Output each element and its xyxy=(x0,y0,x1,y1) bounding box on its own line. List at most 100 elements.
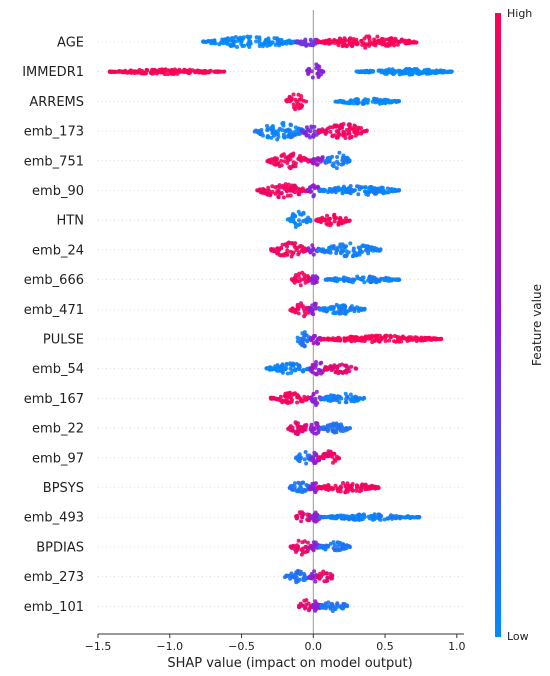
shap-point xyxy=(260,190,265,195)
shap-point xyxy=(302,218,307,223)
shap-point xyxy=(301,307,306,312)
shap-point xyxy=(122,69,127,74)
shap-point xyxy=(326,600,331,605)
shap-point xyxy=(308,487,313,492)
shap-point xyxy=(302,394,307,399)
shap-point xyxy=(355,184,359,189)
shap-point xyxy=(178,69,183,74)
shap-point xyxy=(344,514,348,519)
shap-point xyxy=(366,251,371,256)
shap-point xyxy=(359,38,364,43)
shap-point xyxy=(268,193,273,198)
shap-point xyxy=(316,247,321,252)
shap-point xyxy=(231,39,236,44)
shap-point xyxy=(374,515,379,520)
shap-point xyxy=(331,486,336,491)
shap-point xyxy=(340,44,345,48)
shap-point xyxy=(285,217,290,222)
shap-point xyxy=(398,514,403,519)
shap-point xyxy=(407,72,412,77)
shap-point xyxy=(341,186,346,191)
shap-point xyxy=(255,188,260,193)
shap-point xyxy=(360,306,365,311)
shap-point xyxy=(319,371,324,376)
shap-point xyxy=(290,134,294,139)
shap-point xyxy=(321,69,326,74)
feature-label: emb_24 xyxy=(32,243,84,258)
shap-point xyxy=(302,344,307,349)
shap-point xyxy=(367,34,371,39)
shap-point xyxy=(360,275,365,280)
shap-point xyxy=(330,454,335,459)
shap-point xyxy=(203,40,208,45)
shap-point xyxy=(318,571,323,576)
shap-point xyxy=(311,194,316,199)
shap-point xyxy=(291,102,296,107)
shap-point xyxy=(383,339,388,343)
shap-point xyxy=(344,487,349,492)
shap-point xyxy=(315,162,320,167)
shap-point xyxy=(331,540,336,545)
feature-label: emb_173 xyxy=(24,125,84,140)
shap-point xyxy=(375,333,380,338)
shap-point xyxy=(348,241,353,246)
shap-point xyxy=(231,43,236,48)
shap-point xyxy=(300,248,305,253)
shap-point xyxy=(311,132,316,137)
shap-point xyxy=(302,488,307,493)
shap-point xyxy=(312,129,317,134)
shap-point xyxy=(335,39,340,44)
shap-point xyxy=(367,43,371,48)
shap-point xyxy=(337,394,342,399)
shap-point xyxy=(363,42,367,47)
shap-point xyxy=(354,488,359,493)
shap-point xyxy=(407,336,412,341)
shap-point xyxy=(347,426,352,431)
shap-point xyxy=(257,44,262,48)
shap-point xyxy=(292,575,297,580)
shap-point xyxy=(347,127,352,132)
shap-point xyxy=(296,538,301,543)
x-tick-label: −1.0 xyxy=(156,640,183,653)
shap-point xyxy=(334,428,339,433)
shap-point xyxy=(315,217,320,222)
shap-point xyxy=(309,159,314,163)
shap-point xyxy=(312,512,317,517)
shap-point xyxy=(414,515,419,519)
shap-point xyxy=(396,337,400,342)
feature-label: emb_666 xyxy=(24,273,84,288)
shap-point xyxy=(325,575,330,580)
shap-point xyxy=(296,252,301,257)
shap-point xyxy=(299,519,304,524)
shap-point xyxy=(386,516,390,521)
shap-point xyxy=(337,277,342,282)
shap-point xyxy=(344,276,349,281)
shap-point xyxy=(369,513,373,518)
shap-point xyxy=(216,69,221,74)
shap-point xyxy=(362,129,367,134)
x-tick-label: −1.5 xyxy=(85,640,112,653)
shap-point xyxy=(336,540,341,545)
x-tick-label: −0.5 xyxy=(228,640,255,653)
shap-point xyxy=(309,189,313,194)
shap-point xyxy=(388,335,393,340)
shap-point xyxy=(363,185,368,190)
shap-point xyxy=(150,68,155,73)
shap-point xyxy=(298,603,303,608)
shap-point xyxy=(336,456,341,461)
shap-point xyxy=(404,67,409,72)
shap-point xyxy=(165,72,170,77)
shap-point xyxy=(294,39,299,44)
shap-point xyxy=(324,485,329,490)
shap-point xyxy=(318,216,323,221)
shap-point xyxy=(241,35,246,40)
shap-point xyxy=(316,485,321,490)
shap-point xyxy=(380,185,385,190)
shap-point xyxy=(335,155,340,159)
shap-point xyxy=(330,576,335,581)
feature-label: emb_493 xyxy=(24,511,84,526)
shap-point xyxy=(213,69,218,74)
shap-point xyxy=(359,517,364,522)
shap-point xyxy=(283,575,287,580)
shap-point xyxy=(373,486,377,491)
